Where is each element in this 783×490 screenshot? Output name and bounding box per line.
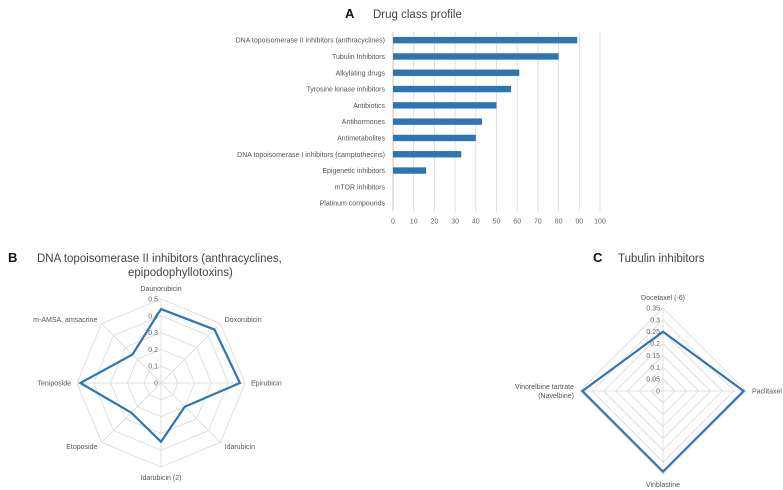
radar-tick-label: 0	[656, 389, 660, 396]
x-tick-label: 90	[575, 218, 583, 225]
x-tick-label: 40	[472, 218, 480, 225]
radar-tick-label: 0.3	[650, 317, 660, 324]
x-tick-label: 0	[391, 218, 395, 225]
panel-c-title: Tubulin inhibitors	[618, 253, 705, 265]
radar-axis-label: Idarubicin (2)	[141, 475, 182, 482]
category-label: Antimetabolites	[337, 135, 385, 142]
radar-tick-label: 0.05	[646, 377, 660, 384]
bar	[393, 102, 497, 109]
radar-spoke	[101, 323, 162, 384]
panel-a-letter: A	[345, 6, 355, 21]
radar-axis-label: Vinorelbine tartrate	[515, 384, 574, 391]
bar	[393, 167, 427, 174]
bar	[393, 151, 462, 158]
radar-tick-label: 0.2	[148, 347, 158, 354]
radar-tick-label: 0.15	[646, 353, 660, 360]
radar-axis-label: Vinblastine	[646, 482, 680, 489]
radar-axis-label: m-AMSA, amsacrine	[33, 317, 97, 324]
category-label: Tubulin Inhibitors	[332, 54, 386, 61]
category-label: Platinum compounds	[320, 201, 386, 208]
radar-axis-label: Doxorubicin	[225, 317, 262, 324]
category-label: DNA topoisomerase I inhibitors (camptoth…	[237, 152, 385, 159]
bar	[393, 36, 578, 44]
radar-tick-label: 0.4	[148, 313, 158, 320]
x-tick-label: 50	[493, 218, 501, 225]
category-label: Epigenetic inhibitors	[322, 168, 385, 175]
panel-c-letter: C	[593, 250, 603, 265]
bar	[393, 69, 520, 76]
bar-chart: 0 10 20 30 40 50 60 70 80 90 100 DNA topoisomerase …	[236, 32, 606, 225]
radar-tick-label: 0	[154, 381, 158, 388]
radar-series	[78, 307, 242, 444]
radar-tick-label: 0.2	[650, 341, 660, 348]
radar-tick-label: 0.5	[148, 297, 158, 304]
category-label: Antihormones	[342, 119, 386, 126]
radar-tick-label: 0.25	[646, 329, 660, 336]
radar-axis-label: Docetaxel (-6)	[641, 295, 685, 302]
x-tick-label: 100	[594, 218, 606, 225]
radar-tick-label: 0.35	[646, 306, 660, 313]
bar	[393, 118, 483, 125]
radar-tick-label: 0.1	[650, 365, 660, 372]
x-tick-label: 80	[555, 218, 563, 225]
bar	[393, 85, 511, 93]
radar-tick-label: 0.3	[148, 330, 158, 337]
radar-chart-tubulin: 0 0.05 0.1 0.15 0.2 0.25 0.3 0.35 Docetaxel (-6)…	[515, 295, 782, 489]
panel-b-letter: B	[8, 250, 17, 265]
radar-axis-label: (Navelbine)	[538, 393, 574, 400]
radar-axis-label: Epirubicin	[251, 381, 282, 388]
category-label: mTOR inhibitors	[335, 184, 386, 191]
radar-axis-label: Paclitaxel	[752, 389, 782, 396]
bar	[393, 53, 559, 60]
radar-spoke	[160, 382, 221, 443]
x-tick-label: 10	[410, 218, 418, 225]
category-label: Tyrosine kinase inhibitors	[306, 87, 385, 94]
panel-a-title: Drug class profile	[373, 9, 462, 21]
x-tick-label: 70	[534, 218, 542, 225]
panel-b-title-line-2: epipodophyllotoxins)	[128, 267, 233, 279]
radar-chart-topoisomerase: 0 0.1 0.2 0.3 0.4 0.5 Daunorubicin Doxorubicin E…	[33, 286, 282, 482]
category-label: Antibiotics	[353, 103, 385, 110]
category-label: DNA topoisomerase II inhibitors (anthrac…	[236, 38, 385, 45]
panel-b-title-line-1: DNA topoisomerase II inhibitors (anthrac…	[37, 253, 282, 265]
radar-axis-label: Daunorubicin	[140, 286, 181, 293]
x-tick-label: 60	[513, 218, 521, 225]
radar-spoke	[160, 323, 221, 384]
x-tick-label: 30	[451, 218, 459, 225]
x-tick-label: 20	[431, 218, 439, 225]
radar-series	[580, 330, 746, 474]
bar	[393, 134, 476, 142]
category-label: Alkylating drugs	[336, 70, 386, 77]
radar-tick-label: 0.1	[148, 364, 158, 371]
radar-axis-label: Teniposide	[38, 381, 72, 388]
radar-axis-label: Etoposide	[66, 444, 97, 451]
radar-axis-label: Idarubicin	[225, 444, 255, 451]
